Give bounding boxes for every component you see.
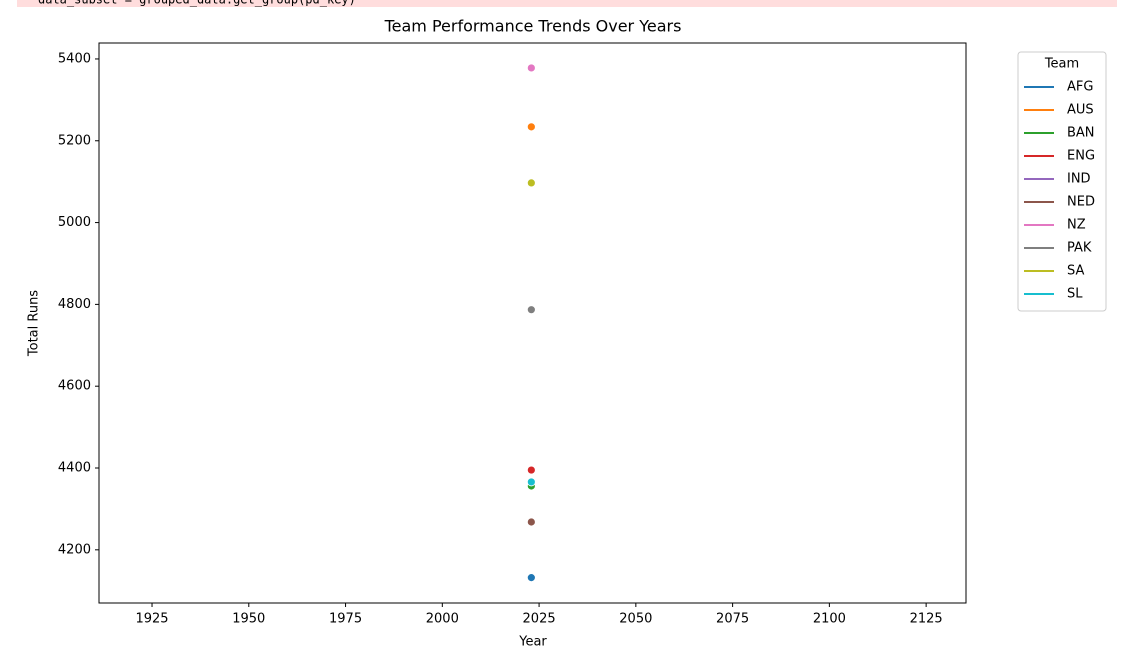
legend-label: SL — [1067, 287, 1083, 302]
x-tick-label: 2075 — [716, 612, 749, 627]
data-point — [526, 305, 536, 315]
legend-label: ENG — [1067, 149, 1095, 164]
y-tick-label: 5200 — [58, 133, 91, 148]
x-tick-label: 2000 — [426, 612, 459, 627]
legend-label: PAK — [1067, 241, 1092, 256]
chart-title: Team Performance Trends Over Years — [384, 17, 682, 36]
x-tick-label: 2100 — [813, 612, 846, 627]
x-tick-label: 1925 — [135, 612, 168, 627]
stderr-bar — [17, 0, 1117, 7]
data-point — [526, 477, 536, 487]
data-point — [526, 465, 536, 475]
legend-box — [1017, 51, 1107, 312]
data-point — [526, 63, 536, 73]
plot-frame — [98, 42, 967, 604]
y-tick-label: 4800 — [58, 297, 91, 312]
legend-label: AFG — [1067, 80, 1093, 95]
data-point — [526, 122, 536, 132]
y-tick-label: 5000 — [58, 215, 91, 230]
data-point — [526, 517, 536, 527]
legend-label: AUS — [1067, 103, 1094, 118]
x-tick-label: 2025 — [523, 612, 556, 627]
stderr-text: data_subset = grouped_data.get_group(pd_… — [38, 0, 356, 7]
legend-label: SA — [1067, 264, 1084, 279]
y-axis-label: Total Runs — [27, 290, 42, 357]
y-tick-label: 4200 — [58, 542, 91, 557]
legend-label: NED — [1067, 195, 1095, 210]
data-point — [526, 178, 536, 188]
data-point — [526, 573, 536, 583]
y-tick-label: 5400 — [58, 51, 91, 66]
legend-title: Team — [1044, 57, 1079, 72]
y-tick-label: 4400 — [58, 461, 91, 476]
x-tick-label: 1975 — [329, 612, 362, 627]
legend-label: BAN — [1067, 126, 1095, 141]
legend-label: IND — [1067, 172, 1091, 187]
legend-label: NZ — [1067, 218, 1086, 233]
x-tick-label: 1950 — [232, 612, 265, 627]
y-tick-label: 4600 — [58, 379, 91, 394]
x-axis-label: Year — [518, 635, 547, 650]
x-tick-label: 2125 — [910, 612, 943, 627]
x-tick-label: 2050 — [619, 612, 652, 627]
